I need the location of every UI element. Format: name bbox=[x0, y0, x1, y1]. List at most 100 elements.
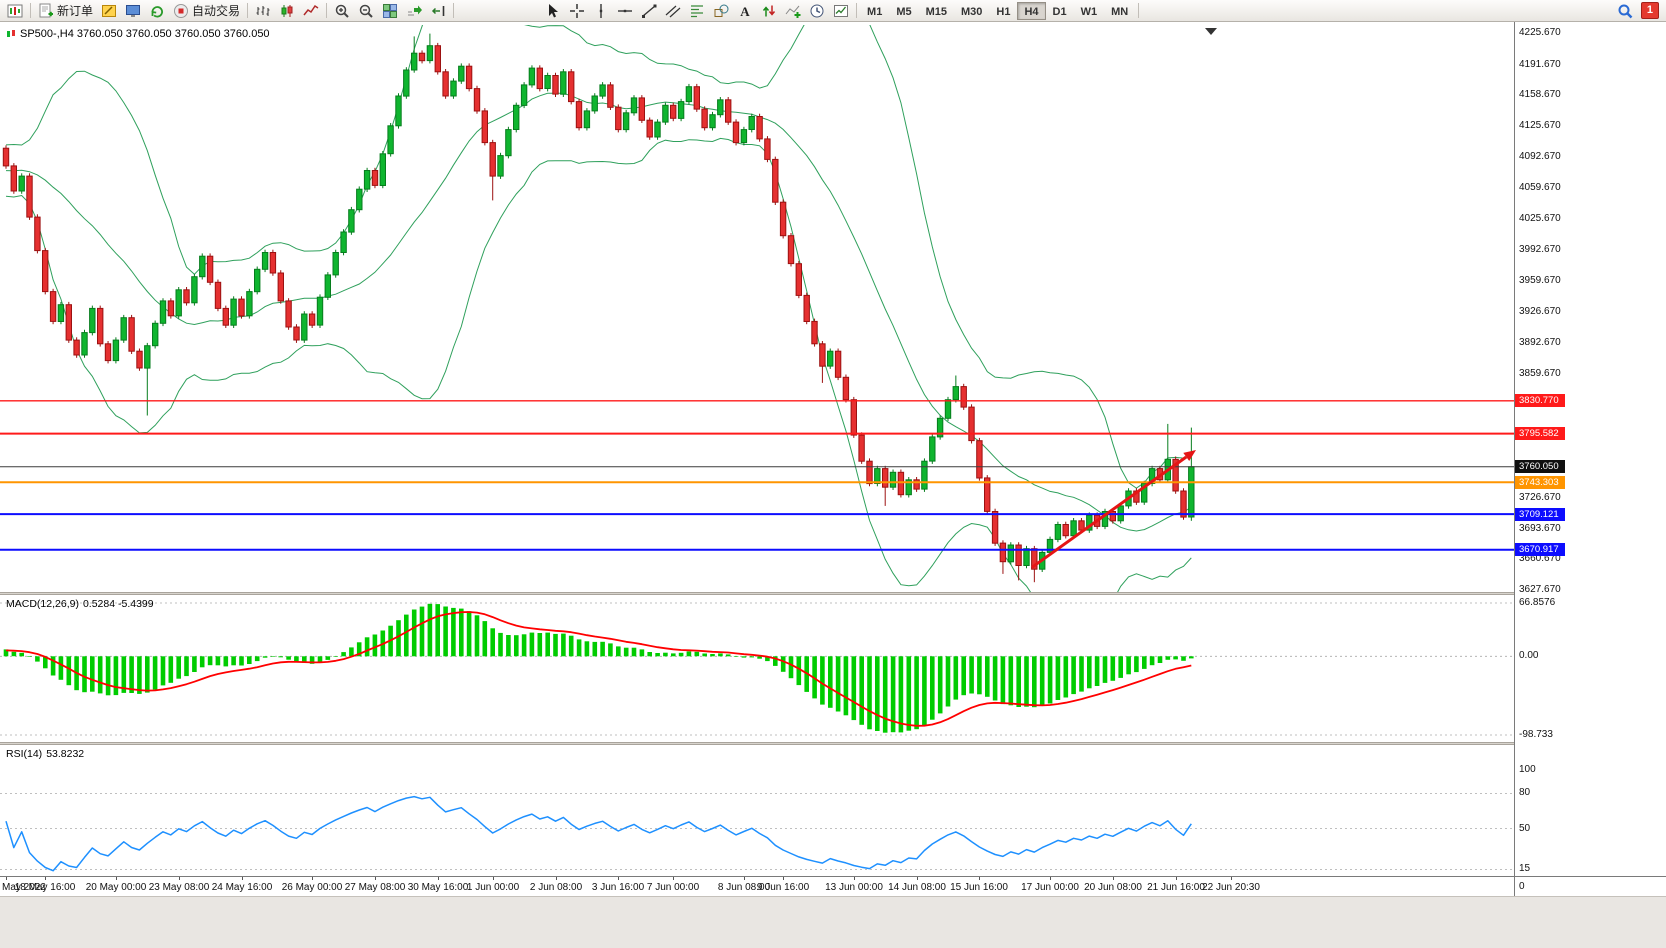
macd-values: 0.5284 -5.4399 bbox=[82, 598, 154, 610]
price-level-tag-3795.582[interactable]: 3795.582 bbox=[1515, 427, 1565, 440]
panel-divider-rsi[interactable] bbox=[0, 742, 1666, 745]
price-tick: 4191.670 bbox=[1519, 59, 1561, 70]
price-tick: 3992.670 bbox=[1519, 244, 1561, 255]
timeframe-m1[interactable]: M1 bbox=[867, 5, 883, 18]
price-level-tag-3743.303[interactable]: 3743.303 bbox=[1515, 476, 1565, 489]
time-label: 22 Jun 20:30 bbox=[1202, 882, 1260, 893]
timeframe-d1[interactable]: D1 bbox=[1052, 5, 1067, 18]
svg-text:A: A bbox=[740, 4, 750, 19]
trendline-icon[interactable] bbox=[637, 1, 661, 21]
price-tick: 3726.670 bbox=[1519, 492, 1561, 503]
tile-windows-icon[interactable] bbox=[378, 1, 402, 21]
toolbar-separator bbox=[326, 3, 328, 18]
rsi-axis-tick: 100 bbox=[1519, 764, 1536, 775]
candlestick-chart-icon[interactable] bbox=[275, 1, 299, 21]
time-tick bbox=[854, 877, 855, 880]
price-level-tag-3670.917[interactable]: 3670.917 bbox=[1515, 543, 1565, 556]
price-level-tag-3830.770[interactable]: 3830.770 bbox=[1515, 394, 1565, 407]
price-axis[interactable]: 4225.670 4191.670 4158.670 4125.670 4092.670… bbox=[1514, 22, 1666, 896]
main-chart-canvas[interactable] bbox=[0, 25, 1514, 592]
vertical-line-icon[interactable] bbox=[589, 1, 613, 21]
rsi-axis-tick: 0 bbox=[1519, 881, 1525, 892]
time-tick bbox=[618, 877, 619, 880]
time-label: 8 Jun 08:00 bbox=[717, 882, 771, 893]
candles-layer bbox=[2, 33, 1195, 583]
time-label: 9 Jun 16:00 bbox=[756, 882, 810, 893]
timeframe-h4[interactable]: H4 bbox=[1017, 1, 1046, 20]
time-axis[interactable]: May 2022 18 May 16:00 20 May 00:00 23 May 0… bbox=[0, 876, 1666, 896]
time-label: 2 Jun 08:00 bbox=[529, 882, 583, 893]
price-tick: 4125.670 bbox=[1519, 120, 1561, 131]
time-label: 3 Jun 16:00 bbox=[591, 882, 645, 893]
status-area bbox=[0, 896, 1666, 948]
macd-histogram bbox=[3, 603, 1194, 733]
bar-chart-icon[interactable] bbox=[251, 1, 275, 21]
toolbar-separator bbox=[30, 3, 31, 18]
time-label: 17 Jun 00:00 bbox=[1021, 882, 1079, 893]
line-chart-icon[interactable] bbox=[299, 1, 323, 21]
search-icon[interactable] bbox=[1613, 1, 1637, 21]
timeframe-m5[interactable]: M5 bbox=[896, 5, 912, 18]
timeframe-m30[interactable]: M30 bbox=[961, 5, 983, 18]
periods-icon[interactable] bbox=[805, 1, 829, 21]
time-tick bbox=[1231, 877, 1232, 880]
zoom-out-icon[interactable] bbox=[354, 1, 378, 21]
price-level-tag-3709.121[interactable]: 3709.121 bbox=[1515, 508, 1565, 521]
time-label: 20 Jun 08:00 bbox=[1084, 882, 1142, 893]
toolbar: 新订单 自动交易 A M1 M5 M15 M30 H1 H4 D1 W1 MN 1 bbox=[0, 0, 1666, 22]
chart-shift-icon[interactable] bbox=[426, 1, 450, 21]
macd-panel-canvas[interactable] bbox=[0, 595, 1514, 742]
horizontal-line-icon[interactable] bbox=[613, 1, 637, 21]
rsi-axis-tick: 15 bbox=[1519, 863, 1531, 874]
timeframe-h1[interactable]: H1 bbox=[996, 5, 1011, 18]
trend-arrow[interactable] bbox=[1031, 450, 1196, 569]
rsi-line bbox=[5, 795, 1192, 872]
equidistant-channel-icon[interactable] bbox=[661, 1, 685, 21]
time-label: 27 May 08:00 bbox=[344, 882, 406, 893]
cursor-icon[interactable] bbox=[541, 1, 565, 21]
auto-scroll-icon[interactable] bbox=[402, 1, 426, 21]
toolbar-right: 1 bbox=[1613, 1, 1663, 21]
current-price-tag[interactable]: 3760.050 bbox=[1515, 460, 1565, 473]
time-tick bbox=[1050, 877, 1051, 880]
crosshair-icon[interactable] bbox=[565, 1, 589, 21]
price-tick: 4158.670 bbox=[1519, 89, 1561, 100]
arrow-tools-icon[interactable] bbox=[757, 1, 781, 21]
text-icon[interactable]: A bbox=[733, 1, 757, 21]
panel-divider-macd[interactable] bbox=[0, 592, 1666, 595]
notification-badge[interactable]: 1 bbox=[1640, 2, 1659, 19]
time-tick bbox=[1176, 877, 1177, 880]
rsi-axis-tick: 80 bbox=[1519, 787, 1531, 798]
toolbar-separator bbox=[856, 3, 858, 18]
time-tick bbox=[917, 877, 918, 880]
time-label: 15 Jun 16:00 bbox=[950, 882, 1008, 893]
time-tick bbox=[1113, 877, 1114, 880]
timeframe-mn[interactable]: MN bbox=[1111, 5, 1129, 18]
market-watch-icon[interactable] bbox=[121, 1, 145, 21]
timeframe-w1[interactable]: W1 bbox=[1080, 5, 1098, 18]
rsi-panel-canvas[interactable] bbox=[0, 745, 1514, 876]
time-tick bbox=[312, 877, 313, 880]
zoom-in-icon[interactable] bbox=[330, 1, 354, 21]
shapes-icon[interactable] bbox=[709, 1, 733, 21]
metaeditor-icon[interactable] bbox=[97, 1, 121, 21]
chart-shift-marker[interactable] bbox=[1205, 28, 1217, 35]
time-tick bbox=[6, 877, 7, 880]
toolbar-separator bbox=[247, 3, 249, 18]
new-order-button[interactable]: 新订单 bbox=[34, 1, 97, 21]
bb-lower bbox=[5, 137, 1192, 592]
fibonacci-icon[interactable] bbox=[685, 1, 709, 21]
macd-axis-tick: 66.8576 bbox=[1519, 597, 1556, 608]
chart-window-icon[interactable] bbox=[3, 1, 27, 21]
indicators-icon[interactable] bbox=[781, 1, 805, 21]
time-label: 30 May 16:00 bbox=[407, 882, 469, 893]
template-icon[interactable] bbox=[829, 1, 853, 21]
autotrading-button[interactable]: 自动交易 bbox=[169, 1, 244, 21]
rsi-label: RSI(14) 53.8232 bbox=[6, 748, 88, 760]
timeframe-m15[interactable]: M15 bbox=[925, 5, 947, 18]
time-tick bbox=[744, 877, 745, 880]
time-tick bbox=[438, 877, 439, 880]
refresh-icon[interactable] bbox=[145, 1, 169, 21]
bb-middle bbox=[5, 92, 1192, 532]
